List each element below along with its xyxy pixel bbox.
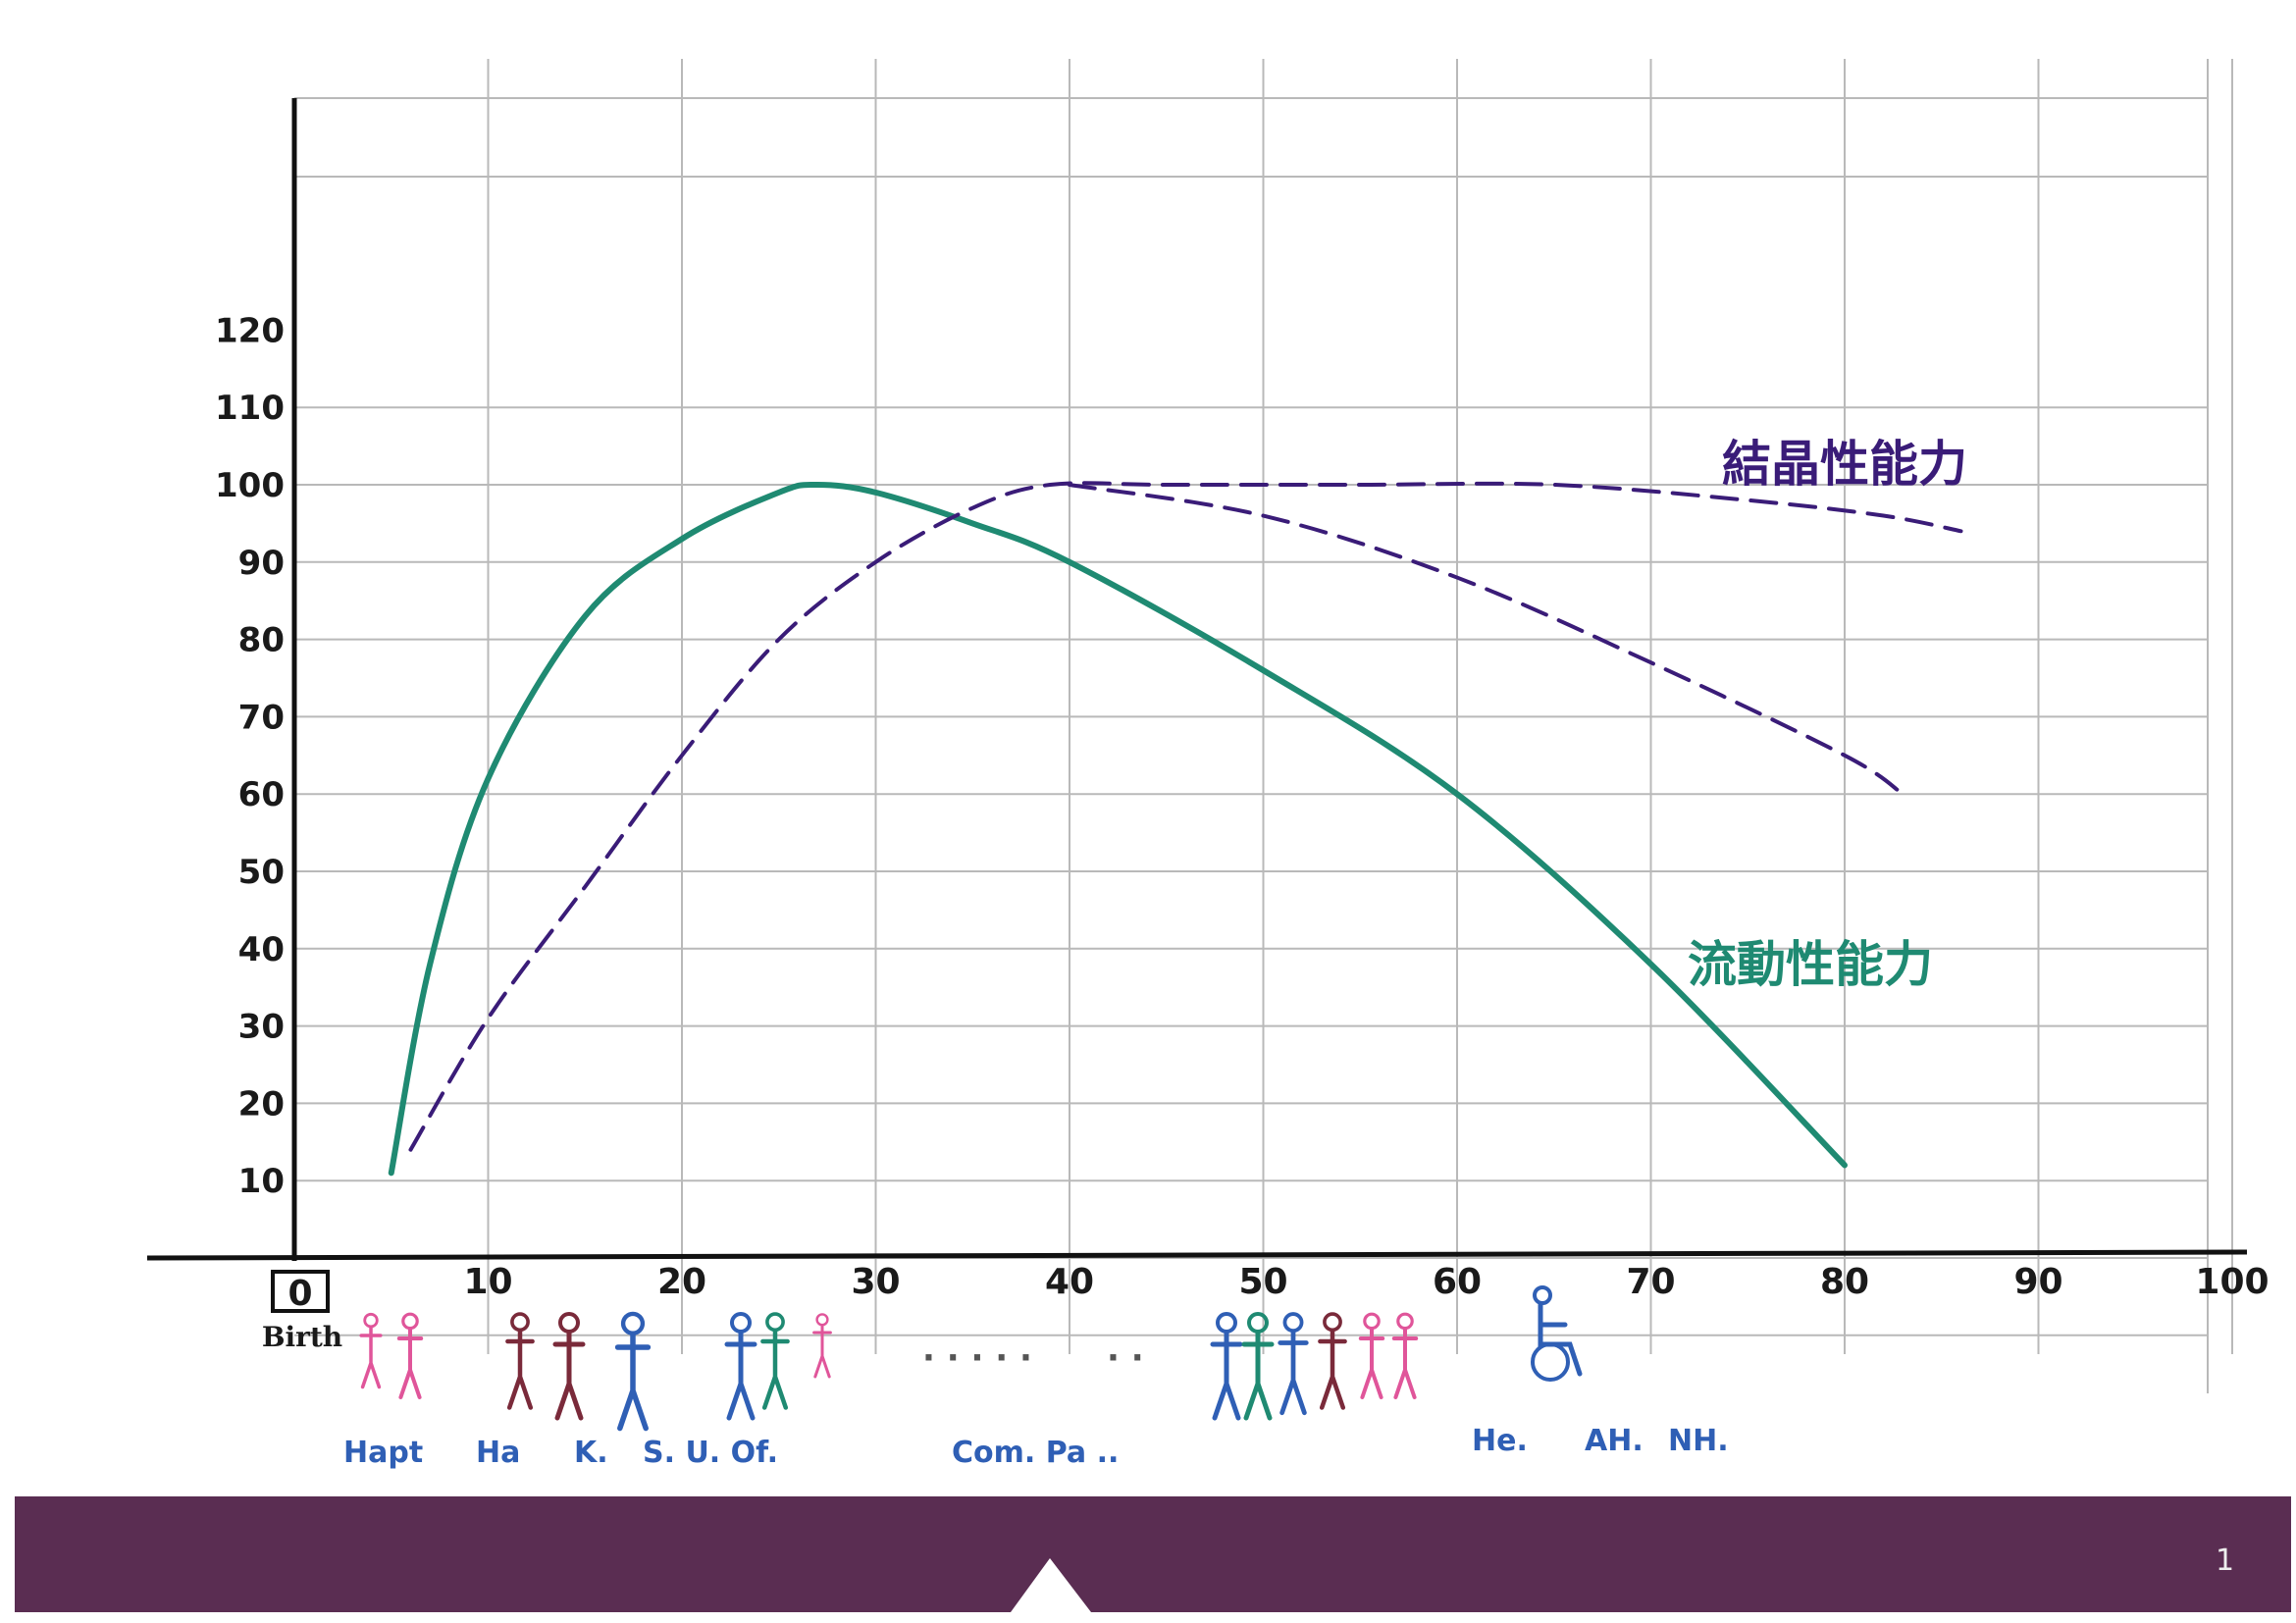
stage-label-ah: AH. [1585, 1424, 1644, 1458]
person-icon [396, 1312, 424, 1400]
person-icon [614, 1311, 652, 1432]
series-label-crystallized: 結晶性能力 [1722, 436, 1967, 493]
stage-label-compa: Com. Pa .. [952, 1436, 1119, 1470]
x-tick-label: 70 [1626, 1262, 1675, 1302]
y-tick-labels: 10 20 30 40 50 60 70 80 90 100 110 120 [215, 311, 285, 1201]
person-icon [1318, 1312, 1347, 1410]
person-icon [812, 1313, 832, 1379]
y-tick-label: 40 [238, 930, 285, 969]
series-line-1 [408, 481, 1963, 1152]
series-line-0 [388, 481, 1848, 1177]
person-icon [1391, 1312, 1419, 1400]
stage-label-suof: S. U. Of. [643, 1436, 778, 1470]
origin-box [271, 1270, 330, 1313]
series-lines [388, 481, 1963, 1177]
x-tick-label: 10 [463, 1262, 512, 1302]
stage-label-ha: Ha [476, 1436, 520, 1470]
person-icon [1358, 1312, 1385, 1400]
person-icon [505, 1312, 535, 1410]
stage-label-nh: NH. [1668, 1424, 1729, 1458]
series-label-fluid: 流動性能力 [1688, 936, 1933, 993]
x-tick-label: 100 [2195, 1262, 2269, 1302]
x-axis [146, 1249, 2248, 1261]
y-tick-label: 60 [238, 775, 285, 814]
x-tick-label: 50 [1238, 1262, 1287, 1302]
x-tick-label: 30 [851, 1262, 900, 1302]
y-tick-label: 80 [238, 621, 285, 660]
person-icon [359, 1312, 383, 1389]
person-icon [760, 1312, 790, 1410]
x-tick-label: 90 [2013, 1262, 2062, 1302]
grid [294, 59, 2233, 1393]
dots-gap-1: · · · · · [922, 1338, 1032, 1378]
y-tick-label: 50 [238, 853, 285, 892]
life-stage-figures [359, 1285, 1583, 1432]
y-tick-label: 90 [238, 544, 285, 583]
series-line-2 [1068, 483, 1905, 797]
x-tick-labels: 10 20 30 40 50 60 70 80 90 100 [463, 1262, 2269, 1302]
x-tick-label: 60 [1433, 1262, 1482, 1302]
stage-label-he: He. [1472, 1424, 1528, 1458]
x-tick-label: 20 [657, 1262, 706, 1302]
person-icon [724, 1312, 757, 1421]
wheelchair-icon [1531, 1285, 1583, 1382]
origin-caption: Birth [262, 1321, 342, 1353]
bottom-band [15, 1496, 2291, 1612]
dots-gap-2: · · [1107, 1338, 1144, 1378]
stage-label-k: K. [574, 1436, 608, 1470]
page-number: 1 [2216, 1544, 2234, 1578]
origin-label: 0 [287, 1274, 312, 1314]
person-icon [1210, 1312, 1243, 1421]
y-tick-label: 110 [215, 389, 285, 428]
stage-label-hapt: Hapt [343, 1436, 423, 1470]
y-tick-label: 120 [215, 311, 285, 350]
person-icon [1278, 1312, 1309, 1416]
x-tick-label: 40 [1045, 1262, 1094, 1302]
bottom-notch [1011, 1558, 1091, 1612]
person-icon [1241, 1312, 1275, 1421]
y-tick-label: 30 [238, 1008, 285, 1047]
y-tick-label: 70 [238, 698, 285, 737]
x-tick-label: 80 [1820, 1262, 1869, 1302]
y-tick-label: 10 [238, 1162, 285, 1201]
y-tick-label: 100 [215, 466, 285, 505]
y-tick-label: 20 [238, 1084, 285, 1124]
person-icon [552, 1312, 586, 1421]
